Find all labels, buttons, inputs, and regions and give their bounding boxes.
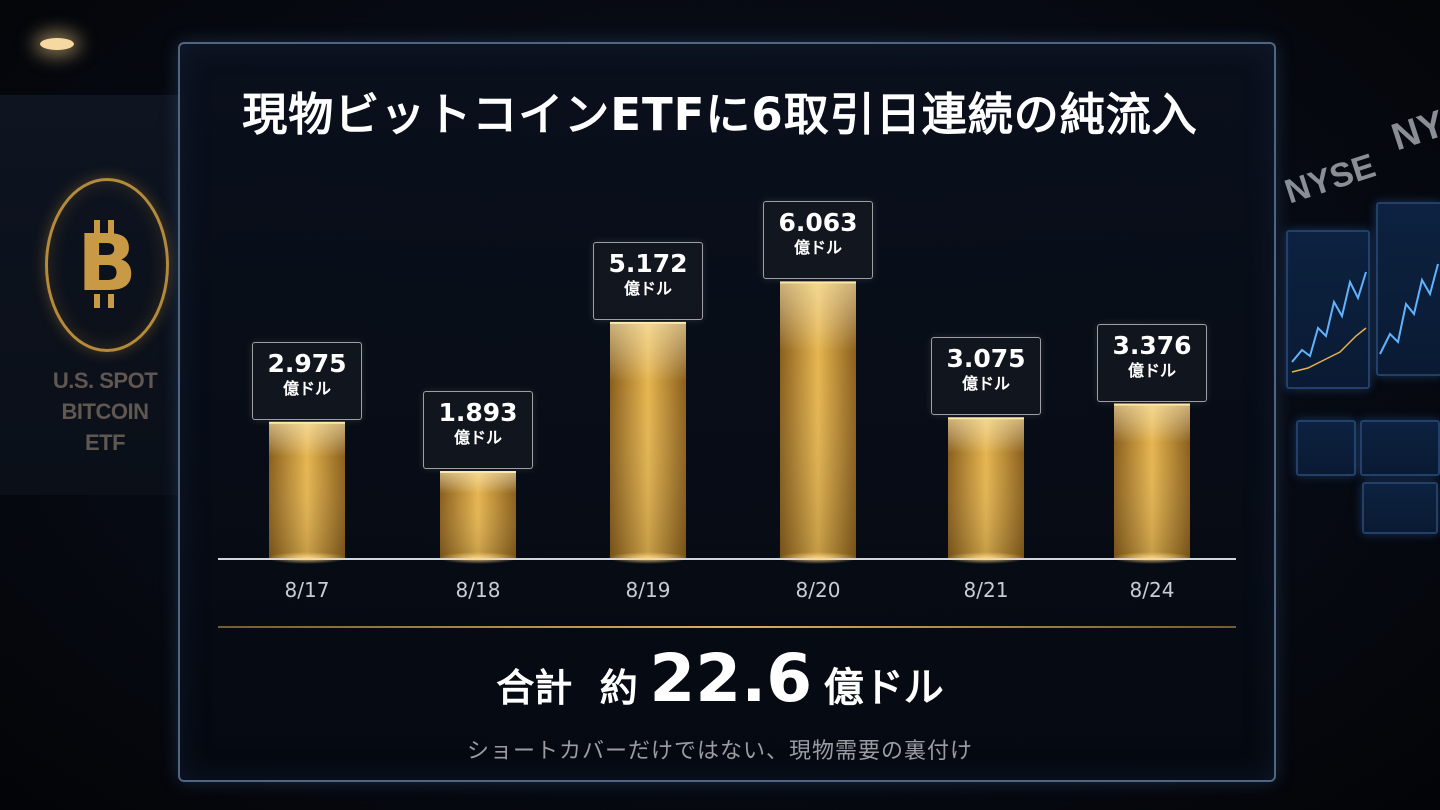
market-monitor-4 — [1360, 420, 1440, 476]
spot-etf-sign-text: U.S. SPOT BITCOIN ETF — [50, 365, 160, 458]
value-label-unit: 億ドル — [282, 378, 331, 398]
bar-base-glow — [1112, 552, 1192, 564]
bar-base-glow — [267, 552, 347, 564]
bar-base-glow — [608, 552, 688, 564]
gold-divider — [218, 626, 1236, 628]
x-tick-label: 8/21 — [964, 578, 1009, 602]
x-tick-label: 8/17 — [285, 578, 330, 602]
value-label-unit: 億ドル — [1127, 360, 1176, 380]
value-label-number: 2.975 — [267, 348, 347, 378]
chart-title: 現物ビットコインETFに6取引日連続の純流入 — [242, 88, 1198, 141]
bar-shine — [948, 418, 1024, 558]
bar-base-glow — [438, 552, 518, 564]
value-label-number: 6.063 — [778, 208, 858, 238]
x-tick-label: 8/18 — [456, 578, 501, 602]
value-label-unit: 億ドル — [623, 278, 672, 298]
bar-shine — [1114, 404, 1190, 558]
value-label-unit: 億ドル — [453, 427, 502, 447]
right-trading-floor: NYSE NY — [1280, 60, 1440, 660]
x-tick-label: 8/20 — [796, 578, 841, 602]
total-label: 合計 — [496, 666, 573, 710]
sign-line-1: U.S. SPOT — [52, 368, 158, 393]
value-label-unit: 億ドル — [793, 238, 842, 258]
value-label-8/24: 3.376 億ドル — [1097, 323, 1207, 402]
sign-line-3: ETF — [84, 430, 126, 455]
value-label-8/21: 3.075 億ドル — [931, 337, 1041, 416]
value-label-unit: 億ドル — [961, 374, 1010, 394]
value-label-8/17: 2.975 億ドル — [252, 341, 362, 420]
sign-line-2: BITCOIN — [61, 399, 149, 424]
value-label-number: 5.172 — [608, 248, 688, 278]
summary-subtitle: ショートカバーだけではない、現物需要の裏付け — [466, 739, 973, 764]
approx-label: 約 — [599, 666, 638, 710]
bitcoin-logo-icon: B — [45, 178, 169, 352]
market-monitor-3 — [1296, 420, 1356, 476]
bar-shine — [269, 422, 345, 558]
market-monitor-2 — [1376, 202, 1440, 376]
total-summary: 合計 約 22.6 億ドル — [0, 640, 1440, 717]
value-label-8/19: 5.172 億ドル — [593, 241, 703, 320]
value-label-number: 3.075 — [946, 344, 1026, 374]
value-label-number: 1.893 — [438, 397, 518, 427]
total-amount: 22.6 — [649, 640, 813, 717]
value-label-8/18: 1.893 億ドル — [423, 390, 533, 469]
ceiling-light — [40, 38, 74, 50]
bar-shine — [610, 322, 686, 558]
x-tick-label: 8/19 — [626, 578, 671, 602]
total-unit: 億ドル — [823, 665, 944, 711]
bar-shine — [440, 471, 516, 558]
bar-base-glow — [946, 552, 1026, 564]
value-label-8/20: 6.063 億ドル — [763, 201, 873, 280]
value-label-number: 3.376 — [1112, 330, 1192, 360]
market-monitor-5 — [1362, 482, 1438, 534]
bar-base-glow — [778, 552, 858, 564]
bar-shine — [780, 282, 856, 558]
market-monitor — [1286, 230, 1370, 389]
svg-text:B: B — [77, 219, 136, 309]
x-tick-label: 8/24 — [1130, 578, 1175, 602]
